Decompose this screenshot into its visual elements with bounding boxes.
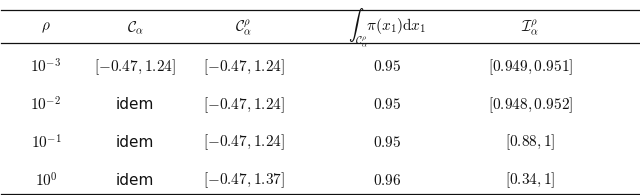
- Text: $10^{0}$: $10^{0}$: [35, 171, 58, 190]
- Text: $\mathcal{I}_{\alpha}^{\rho}$: $\mathcal{I}_{\alpha}^{\rho}$: [522, 18, 539, 37]
- Text: $[0.88,1]$: $[0.88,1]$: [505, 133, 556, 152]
- Text: $10^{-3}$: $10^{-3}$: [31, 58, 61, 76]
- Text: $[-0.47,1.24]$: $[-0.47,1.24]$: [203, 133, 284, 152]
- Text: $0.95$: $0.95$: [372, 135, 401, 150]
- Text: $0.95$: $0.95$: [372, 97, 401, 112]
- Text: $10^{-2}$: $10^{-2}$: [31, 96, 61, 114]
- Text: $[0.948,0.952]$: $[0.948,0.952]$: [488, 95, 573, 115]
- Text: idem: idem: [116, 97, 154, 112]
- Text: idem: idem: [116, 173, 154, 188]
- Text: $\mathcal{C}_{\alpha}$: $\mathcal{C}_{\alpha}$: [127, 19, 144, 36]
- Text: $0.96$: $0.96$: [372, 173, 401, 188]
- Text: $\rho$: $\rho$: [41, 20, 51, 35]
- Text: $10^{-1}$: $10^{-1}$: [31, 134, 61, 152]
- Text: idem: idem: [116, 135, 154, 150]
- Text: $[-0.47,1.24]$: $[-0.47,1.24]$: [203, 95, 284, 115]
- Text: $[0.34,1]$: $[0.34,1]$: [505, 171, 556, 190]
- Text: $[-0.47,1.24]$: $[-0.47,1.24]$: [94, 57, 176, 77]
- Text: $[0.949,0.951]$: $[0.949,0.951]$: [488, 57, 573, 77]
- Text: $[-0.47,1.24]$: $[-0.47,1.24]$: [203, 57, 284, 77]
- Text: $0.95$: $0.95$: [372, 59, 401, 74]
- Text: $[-0.47,1.37]$: $[-0.47,1.37]$: [203, 171, 284, 190]
- Text: $\mathcal{C}_{\alpha}^{\rho}$: $\mathcal{C}_{\alpha}^{\rho}$: [235, 18, 252, 37]
- Text: $\int_{\mathcal{C}_{\alpha}^{\rho}} \pi(x_1)\mathrm{d}x_1$: $\int_{\mathcal{C}_{\alpha}^{\rho}} \pi(…: [348, 6, 426, 49]
